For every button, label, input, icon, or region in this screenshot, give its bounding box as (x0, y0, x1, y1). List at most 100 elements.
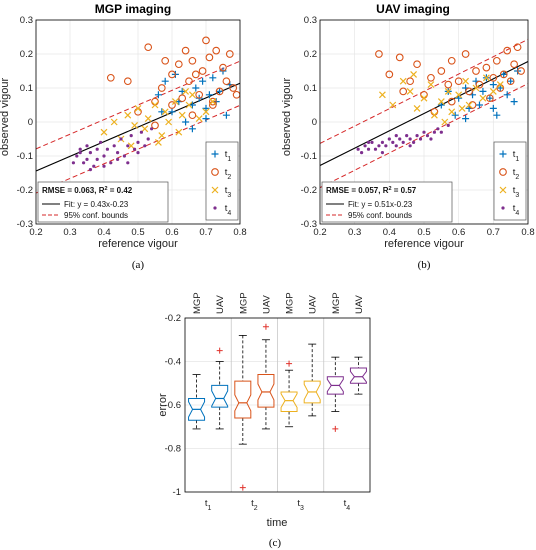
stats-legend: RMSE = 0.063, R2 = 0.42 Fit: y = 0.43x-0.… (37, 181, 169, 223)
data-point-t1 (455, 94, 463, 102)
legend-label-t1: t1 (225, 149, 232, 163)
data-point-t2 (486, 94, 494, 103)
data-point-t4 (439, 130, 443, 134)
data-point-t1 (168, 108, 176, 116)
data-point-t2 (208, 97, 217, 106)
data-point-t4 (366, 140, 371, 144)
data-point-t3 (141, 125, 149, 133)
data-point-t2 (191, 70, 200, 79)
data-point-t4 (82, 161, 86, 165)
y-tick-label: -0.1 (17, 151, 33, 162)
y-tick-label: 0.3 (304, 15, 317, 26)
data-point-t4 (112, 144, 116, 148)
data-point-t2 (492, 56, 501, 65)
plot-frame (184, 317, 371, 493)
data-point-t3 (399, 77, 407, 85)
data-point-t4 (429, 137, 433, 141)
data-point-t2 (151, 121, 159, 130)
data-point-t3 (100, 128, 108, 136)
notched-box (188, 397, 206, 421)
caption-b: (b) (418, 259, 431, 271)
data-point-t4 (88, 168, 92, 172)
data-point-t4 (150, 127, 154, 131)
data-point-t3 (437, 98, 445, 106)
data-point-t4 (415, 134, 419, 138)
conf-bound-upper (36, 60, 240, 150)
data-point-t1 (192, 84, 200, 92)
y-tick-label: -0.2 (17, 185, 33, 196)
sensor-label-uav: UAV (215, 295, 226, 314)
outlier-marker (216, 347, 223, 354)
data-point-t4 (78, 151, 82, 155)
stats-legend-box (37, 181, 169, 223)
data-point-t4 (377, 144, 381, 148)
data-point-t4 (380, 140, 384, 144)
data-point-t1 (178, 87, 186, 95)
data-point-t3 (482, 74, 490, 82)
sensor-label-mgp: MGP (285, 292, 296, 314)
y-tick-label: -0.2 (301, 185, 317, 196)
chart-title-uav: UAV imaging (376, 2, 450, 16)
data-point-t4 (105, 147, 109, 151)
data-point-t2 (202, 36, 210, 45)
data-point-t4 (422, 130, 426, 134)
x-axis-label-mgp: reference vigour (98, 238, 178, 250)
data-point-t3 (472, 84, 480, 92)
data-point-t3 (144, 115, 152, 123)
data-point-t4 (408, 137, 412, 141)
data-point-t3 (182, 87, 190, 95)
box-t2-mgp (234, 334, 252, 491)
series-legend-box (205, 141, 239, 221)
data-point-t2 (188, 56, 197, 65)
data-point-t1 (205, 91, 213, 99)
x-tick-label: 0.4 (97, 227, 110, 238)
legend-marker-t4 (213, 206, 217, 210)
data-point-t4 (126, 161, 130, 165)
notched-box (234, 380, 252, 419)
data-point-t4 (88, 151, 92, 155)
data-point-t4 (366, 147, 371, 151)
data-point-t3 (195, 115, 203, 123)
caption-a: (a) (132, 259, 145, 271)
data-point-t2 (168, 101, 176, 109)
data-point-t4 (102, 154, 106, 158)
data-point-t4 (71, 161, 75, 165)
data-point-t3 (110, 118, 118, 126)
data-point-t1 (209, 74, 217, 82)
legend-label-t2: t2 (225, 167, 232, 181)
data-point-t1 (486, 94, 494, 102)
legend-label-t3: t3 (513, 185, 520, 199)
chart-title-mgp: MGP imaging (95, 2, 171, 16)
data-point-t4 (85, 157, 89, 161)
data-point-t2 (144, 43, 153, 52)
legend-label-t4: t4 (513, 203, 520, 217)
outlier-marker (239, 484, 246, 491)
data-point-t4 (356, 147, 360, 151)
data-point-t3 (389, 101, 397, 109)
legend-label-t2: t2 (513, 167, 520, 181)
data-point-t2 (219, 63, 227, 72)
data-point-t1 (493, 111, 501, 119)
data-point-t4 (394, 144, 398, 148)
data-point-t3 (410, 70, 418, 78)
data-point-t4 (119, 137, 123, 141)
data-point-t2 (506, 77, 515, 86)
data-point-t3 (479, 94, 487, 102)
legend-marker-t3 (499, 186, 507, 194)
y-tick-label: -0.6 (165, 400, 181, 411)
group-label-t2: t2 (251, 498, 258, 512)
data-point-t2 (461, 50, 470, 58)
x-tick-label: 0.3 (348, 227, 361, 238)
data-point-t3 (131, 121, 139, 129)
data-point-t1 (479, 87, 487, 95)
data-point-t1 (500, 70, 508, 78)
box-t3-mgp (280, 360, 298, 428)
caption-c: (c) (269, 537, 282, 549)
x-tick-label: 0.2 (313, 227, 326, 238)
stats-fit-label: Fit: y = 0.43x-0.23 (64, 200, 129, 209)
data-point-t3 (185, 101, 193, 109)
outlier-marker (286, 360, 293, 367)
data-point-t2 (510, 60, 518, 69)
data-point-t3 (413, 104, 421, 112)
data-point-t1 (182, 118, 190, 126)
